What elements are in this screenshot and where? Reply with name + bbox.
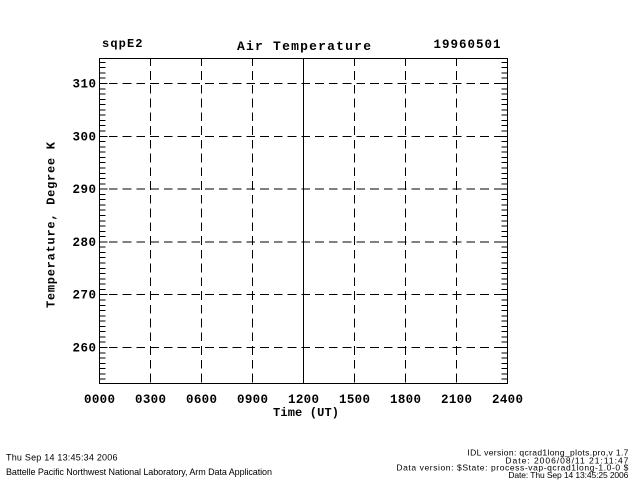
svg-text:1200: 1200	[288, 393, 319, 407]
svg-text:Date: 2006/08/11 21:11:47: Date: 2006/08/11 21:11:47	[505, 456, 628, 466]
svg-text:Thu Sep 14 13:45:34 2006: Thu Sep 14 13:45:34 2006	[6, 452, 118, 462]
svg-text:280: 280	[73, 236, 97, 250]
svg-text:290: 290	[73, 183, 97, 197]
svg-text:0300: 0300	[135, 393, 166, 407]
svg-text:260: 260	[73, 342, 97, 356]
svg-text:sqpE2: sqpE2	[102, 37, 143, 51]
svg-text:2400: 2400	[492, 393, 523, 407]
svg-text:Time (UT): Time (UT)	[273, 406, 339, 420]
svg-text:19960501: 19960501	[434, 38, 501, 52]
svg-text:0900: 0900	[237, 393, 268, 407]
svg-text:270: 270	[73, 289, 97, 303]
svg-text:2100: 2100	[441, 393, 472, 407]
svg-text:IDL version: qcrad1long_plots.: IDL version: qcrad1long_plots.pro,v 1.7	[467, 448, 628, 458]
svg-text:Date: Thu Sep 14 13:45:25 2006: Date: Thu Sep 14 13:45:25 2006	[508, 470, 628, 480]
svg-text:Data version: $State: process-: Data version: $State: process-vap-qcrad1…	[396, 463, 628, 473]
svg-text:Temperature, Degree K: Temperature, Degree K	[45, 141, 59, 308]
svg-text:310: 310	[73, 78, 97, 92]
svg-text:1800: 1800	[390, 393, 421, 407]
svg-text:300: 300	[73, 130, 97, 144]
svg-text:Air Temperature: Air Temperature	[237, 39, 371, 54]
svg-text:0000: 0000	[84, 393, 115, 407]
svg-text:0600: 0600	[186, 393, 217, 407]
svg-text:Battelle Pacific Northwest Nat: Battelle Pacific Northwest National Labo…	[6, 467, 272, 477]
svg-text:1500: 1500	[339, 393, 370, 407]
